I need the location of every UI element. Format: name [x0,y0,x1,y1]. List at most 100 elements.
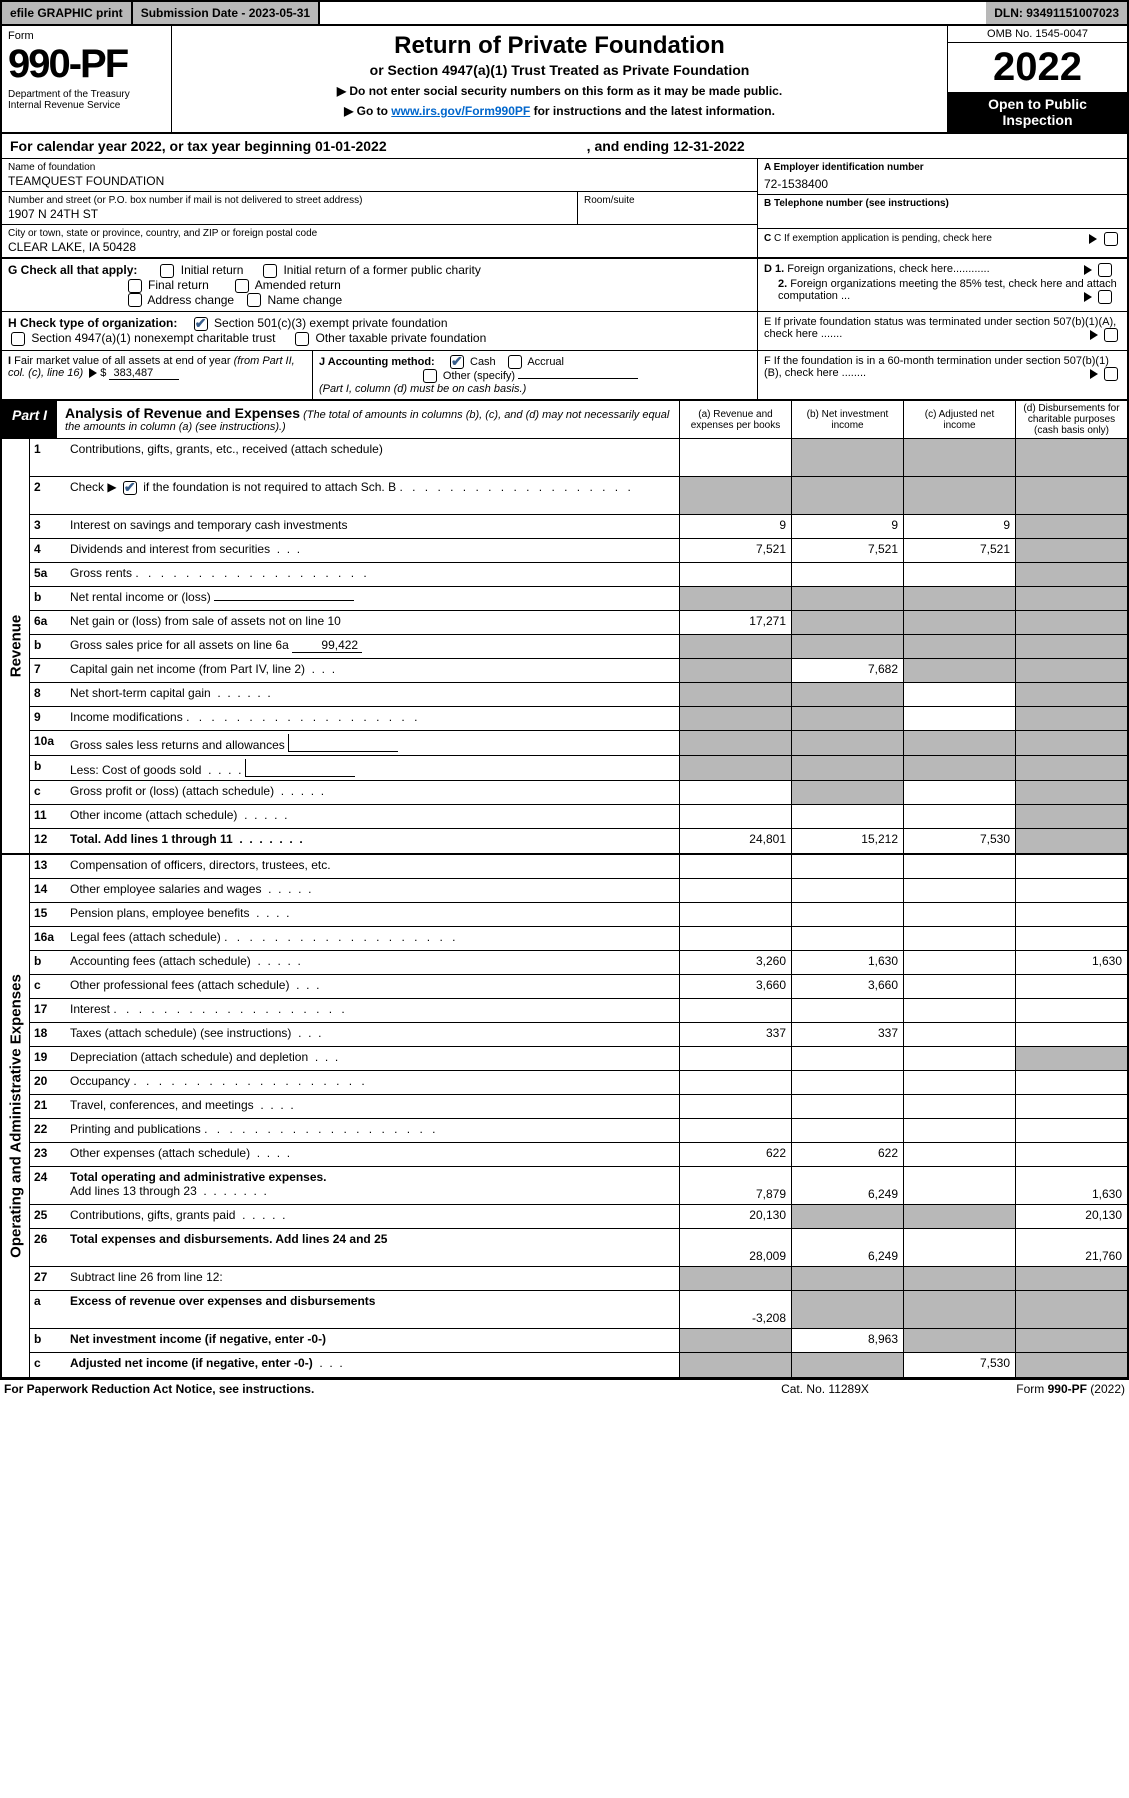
form-title: Return of Private Foundation [182,32,937,60]
exemption-cell: C C If exemption application is pending,… [758,229,1127,247]
footer-left: For Paperwork Reduction Act Notice, see … [4,1382,725,1396]
page-footer: For Paperwork Reduction Act Notice, see … [0,1379,1129,1398]
top-bar: efile GRAPHIC print Submission Date - 20… [0,0,1129,26]
irs-link[interactable]: www.irs.gov/Form990PF [391,104,530,118]
row-14: 14Other employee salaries and wages . . … [30,879,1127,903]
col-d-header: (d) Disbursements for charitable purpose… [1015,401,1127,438]
tax-year: 2022 [948,43,1127,92]
topbar-spacer [320,2,986,24]
row-16a: 16aLegal fees (attach schedule) [30,927,1127,951]
row-16b: bAccounting fees (attach schedule) . . .… [30,951,1127,975]
dept-label: Department of the Treasury Internal Reve… [8,89,165,111]
phone-cell: B Telephone number (see instructions) [758,195,1127,229]
row-26: 26Total expenses and disbursements. Add … [30,1229,1127,1267]
initial-return-checkbox[interactable] [160,264,174,278]
form-note2: ▶ Go to www.irs.gov/Form990PF for instru… [182,104,937,118]
row-16c: cOther professional fees (attach schedul… [30,975,1127,999]
form-number: 990-PF [8,42,165,87]
address-cell: Number and street (or P.O. box number if… [2,192,757,225]
amended-return-checkbox[interactable] [235,279,249,293]
name-change-checkbox[interactable] [247,293,261,307]
entity-info: Name of foundation TEAMQUEST FOUNDATION … [0,159,1129,259]
row-7: 7Capital gain net income (from Part IV, … [30,659,1127,683]
initial-former-checkbox[interactable] [263,264,277,278]
row-22: 22Printing and publications [30,1119,1127,1143]
e-section: E If private foundation status was termi… [757,312,1127,350]
omb-number: OMB No. 1545-0047 [948,26,1127,43]
501c3-checkbox[interactable] [194,317,208,331]
expenses-side-label: Operating and Administrative Expenses [2,855,30,1377]
row-10c: cGross profit or (loss) (attach schedule… [30,781,1127,805]
row-5a: 5aGross rents [30,563,1127,587]
part1-desc: Analysis of Revenue and Expenses (The to… [57,401,679,438]
row-1: 1Contributions, gifts, grants, etc., rec… [30,439,1127,477]
row-25: 25Contributions, gifts, grants paid . . … [30,1205,1127,1229]
4947-checkbox[interactable] [11,332,25,346]
row-8: 8Net short-term capital gain . . . . . . [30,683,1127,707]
row-3: 3Interest on savings and temporary cash … [30,515,1127,539]
form-header: Form 990-PF Department of the Treasury I… [0,26,1129,134]
row-15: 15Pension plans, employee benefits . . .… [30,903,1127,927]
efile-label: efile GRAPHIC print [2,2,133,24]
g-check-row: G Check all that apply: Initial return I… [0,259,1129,312]
part1-header: Part I Analysis of Revenue and Expenses … [0,401,1129,439]
row-10b: bLess: Cost of goods sold . . . . [30,756,1127,781]
ein-cell: A Employer identification number 72-1538… [758,159,1127,195]
row-13: 13Compensation of officers, directors, t… [30,855,1127,879]
header-mid: Return of Private Foundation or Section … [172,26,947,132]
col-c-header: (c) Adjusted net income [903,401,1015,438]
form-word: Form [8,30,165,42]
col-a-header: (a) Revenue and expenses per books [679,401,791,438]
h-label: H Check type of organization: [8,316,177,330]
room-suite: Room/suite [577,192,757,224]
foundation-name-cell: Name of foundation TEAMQUEST FOUNDATION [2,159,757,192]
row-27: 27Subtract line 26 from line 12: [30,1267,1127,1291]
row-9: 9Income modifications [30,707,1127,731]
column-headers: (a) Revenue and expenses per books (b) N… [679,401,1127,438]
dln-label: DLN: 93491151007023 [986,2,1127,24]
row-6a: 6aNet gain or (loss) from sale of assets… [30,611,1127,635]
revenue-side-label: Revenue [2,439,30,853]
final-return-checkbox[interactable] [128,279,142,293]
g-label: G Check all that apply: [8,263,137,277]
header-right: OMB No. 1545-0047 2022 Open to Public In… [947,26,1127,132]
row-5b: bNet rental income or (loss) [30,587,1127,611]
submission-date: Submission Date - 2023-05-31 [133,2,320,24]
f-checkbox[interactable] [1104,367,1118,381]
expenses-section: Operating and Administrative Expenses 13… [0,855,1129,1379]
year-ending: , and ending 12-31-2022 [587,138,745,154]
form-note1: ▶ Do not enter social security numbers o… [182,84,937,98]
sch-b-checkbox[interactable] [123,481,137,495]
e-checkbox[interactable] [1104,328,1118,342]
c-checkbox[interactable] [1104,232,1118,246]
revenue-section: Revenue 1Contributions, gifts, grants, e… [0,439,1129,855]
row-6b: bGross sales price for all assets on lin… [30,635,1127,659]
address-change-checkbox[interactable] [128,293,142,307]
footer-right: Form 990-PF (2022) [925,1382,1125,1396]
row-27b: bNet investment income (if negative, ent… [30,1329,1127,1353]
d2-checkbox[interactable] [1098,290,1112,304]
row-21: 21Travel, conferences, and meetings . . … [30,1095,1127,1119]
row-23: 23Other expenses (attach schedule) . . .… [30,1143,1127,1167]
row-20: 20Occupancy [30,1071,1127,1095]
row-24: 24Total operating and administrative exp… [30,1167,1127,1205]
form-subtitle: or Section 4947(a)(1) Trust Treated as P… [182,62,937,78]
header-left: Form 990-PF Department of the Treasury I… [2,26,172,132]
cash-checkbox[interactable] [450,355,464,369]
row-12: 12Total. Add lines 1 through 11 . . . . … [30,829,1127,853]
row-19: 19Depreciation (attach schedule) and dep… [30,1047,1127,1071]
other-specify-checkbox[interactable] [423,369,437,383]
footer-mid: Cat. No. 11289X [725,1382,925,1396]
accrual-checkbox[interactable] [508,355,522,369]
other-taxable-checkbox[interactable] [295,332,309,346]
part1-label: Part I [2,401,57,438]
row-17: 17Interest [30,999,1127,1023]
arrow-icon [1089,234,1097,244]
i-section: I Fair market value of all assets at end… [2,351,312,399]
year-beginning: For calendar year 2022, or tax year begi… [10,138,587,154]
row-27c: cAdjusted net income (if negative, enter… [30,1353,1127,1377]
row-18: 18Taxes (attach schedule) (see instructi… [30,1023,1127,1047]
d1-checkbox[interactable] [1098,263,1112,277]
open-inspection: Open to Public Inspection [948,92,1127,132]
row-11: 11Other income (attach schedule) . . . .… [30,805,1127,829]
